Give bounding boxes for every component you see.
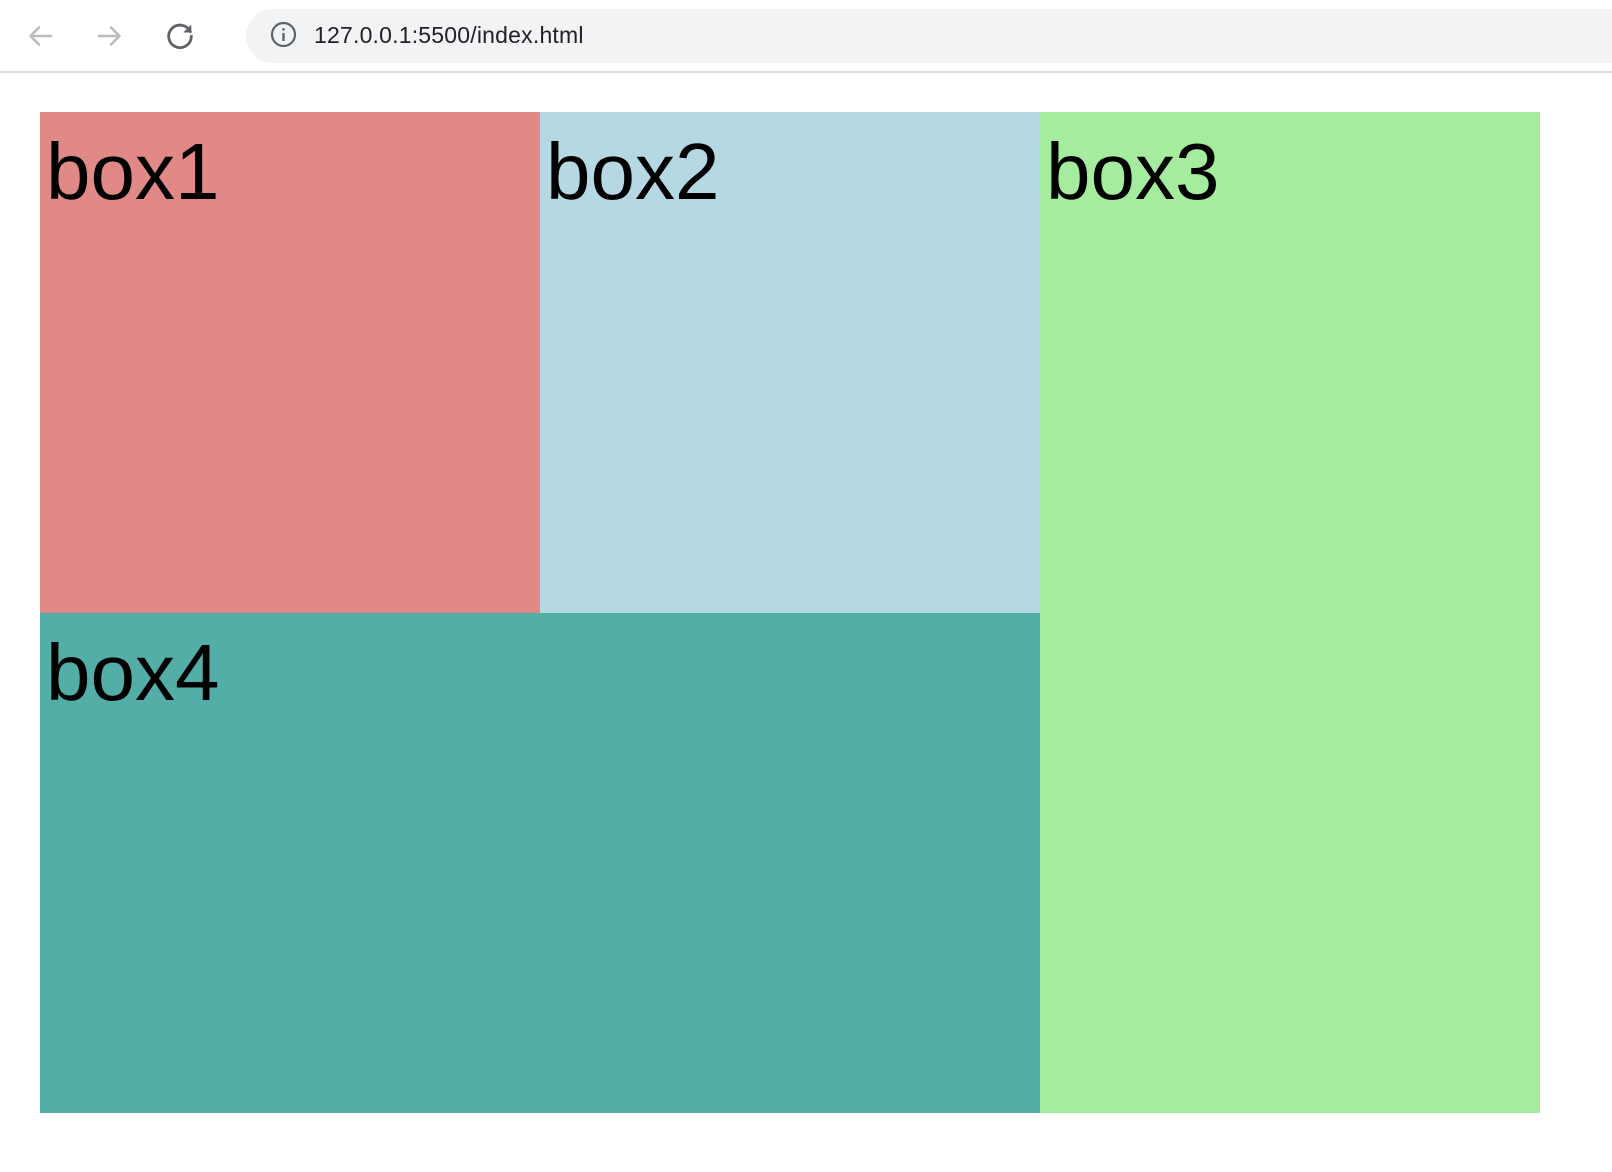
box3: box3 xyxy=(1040,112,1540,1113)
browser-toolbar: 127.0.0.1:5500/index.html xyxy=(0,0,1612,73)
back-button[interactable] xyxy=(24,20,56,52)
box1: box1 xyxy=(40,112,540,613)
box1-label: box1 xyxy=(46,127,220,216)
box-grid: box1 box2 box3 box4 xyxy=(40,112,1540,1113)
box3-label: box3 xyxy=(1046,127,1220,216)
box4: box4 xyxy=(40,613,1040,1113)
forward-button[interactable] xyxy=(94,20,126,52)
box2: box2 xyxy=(540,112,1040,613)
url-text[interactable]: 127.0.0.1:5500/index.html xyxy=(314,22,584,48)
reload-icon xyxy=(164,20,196,52)
reload-button[interactable] xyxy=(164,20,196,52)
site-info-button[interactable] xyxy=(270,21,297,51)
box4-label: box4 xyxy=(46,628,220,717)
forward-arrow-icon xyxy=(94,20,126,52)
page-content: box1 box2 box3 box4 xyxy=(40,112,1540,1113)
back-arrow-icon xyxy=(24,20,56,52)
address-bar[interactable]: 127.0.0.1:5500/index.html xyxy=(246,8,1612,63)
info-circle-icon xyxy=(270,21,297,51)
box2-label: box2 xyxy=(546,127,720,216)
